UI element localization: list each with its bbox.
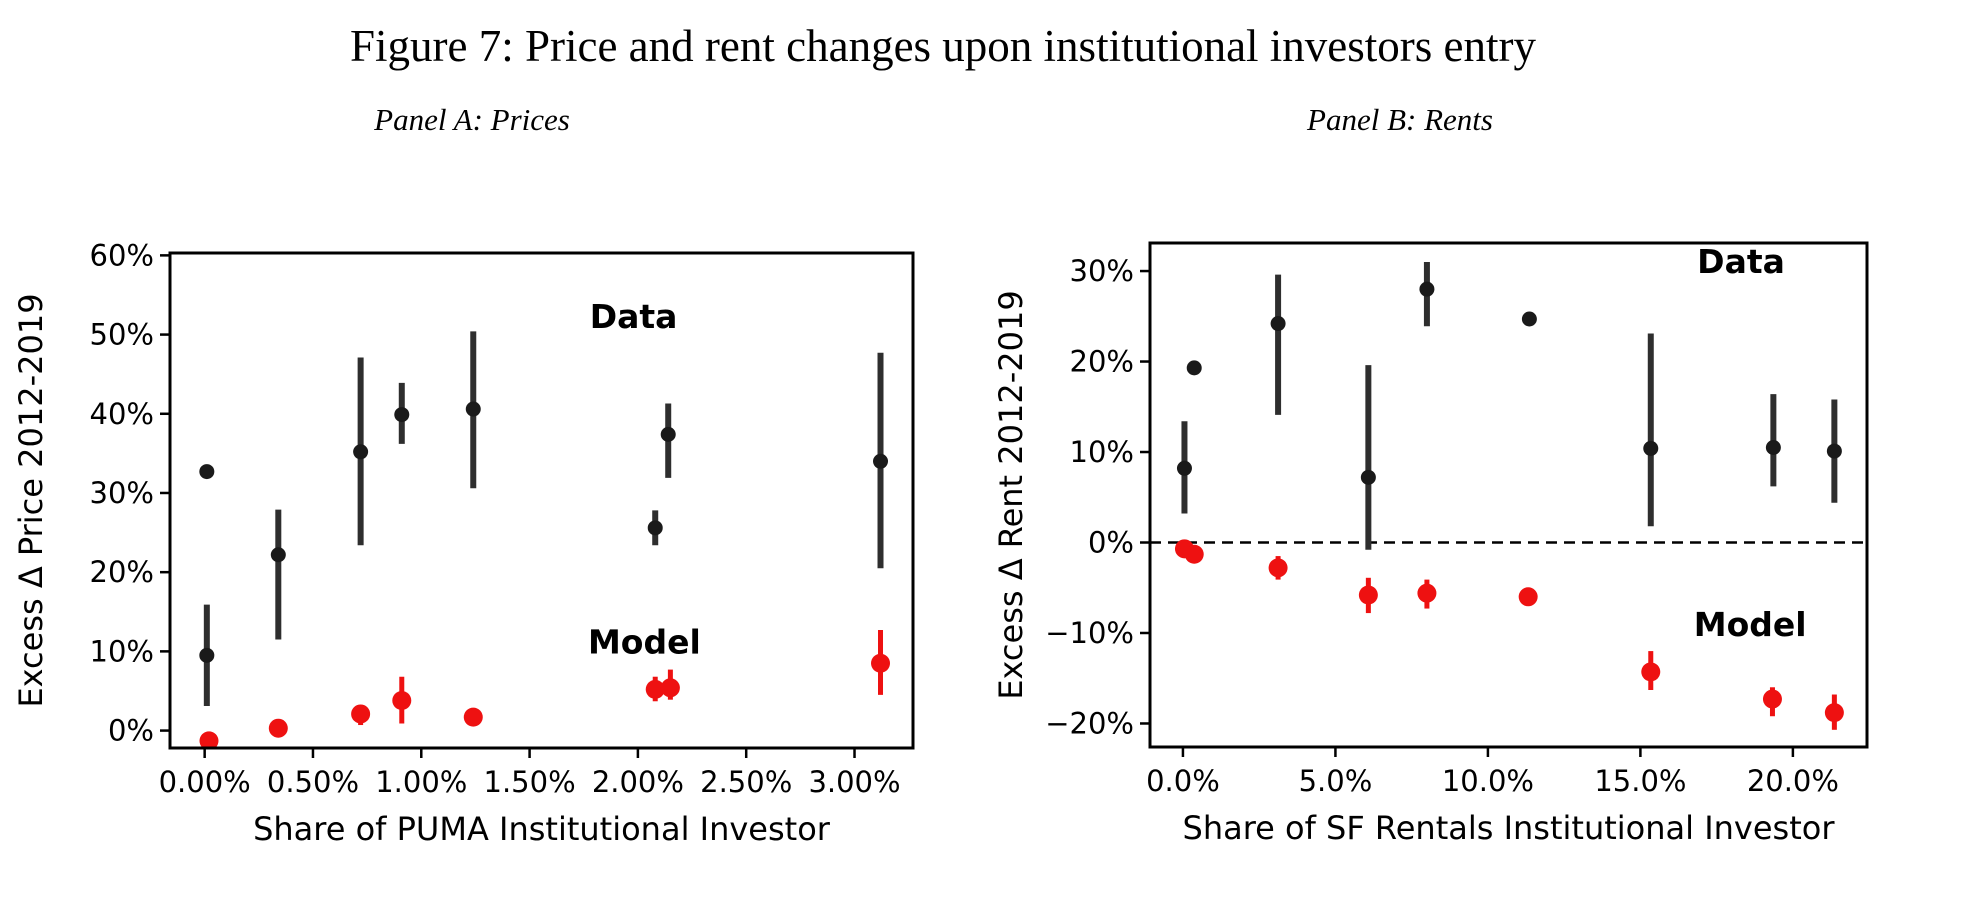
x-axis-label: Share of SF Rentals Institutional Invest… <box>1183 809 1836 847</box>
y-tick-label: 30% <box>1070 254 1134 288</box>
series-label-data: Data <box>590 297 678 336</box>
data-point <box>270 547 286 563</box>
data-point <box>647 520 663 536</box>
x-tick-label: 2.50% <box>700 765 792 799</box>
y-tick-label: 0% <box>1088 526 1134 560</box>
data-point <box>1268 558 1288 578</box>
series-label-model: Model <box>1694 605 1807 644</box>
x-tick-label: 20.0% <box>1747 764 1839 798</box>
x-axis-label: Share of PUMA Institutional Investor <box>253 810 831 848</box>
figure-title: Figure 7: Price and rent changes upon in… <box>349 21 1537 71</box>
y-tick-label: −20% <box>1045 706 1134 740</box>
panel-a-plot: 0.00% 0.50% 1.00% 1.50% 2.00% 2.50% 3.00% 0% 10%… <box>12 238 915 848</box>
data-point <box>1521 311 1537 327</box>
data-point <box>1643 440 1659 456</box>
series-label-model: Model <box>588 623 701 662</box>
series-model <box>1174 539 1844 730</box>
panel-b-plot: 0.0% 5.0% 10.0% 15.0% 20.0% −20% −10% 0% 10% 20% 3… <box>994 241 1869 847</box>
data-point <box>392 690 412 710</box>
data-point <box>1417 583 1437 603</box>
series-data <box>1176 262 1842 550</box>
y-tick-label: 20% <box>1070 345 1134 379</box>
x-tick-label: 0.0% <box>1146 764 1220 798</box>
data-point <box>465 401 481 417</box>
data-point <box>1358 585 1378 605</box>
data-point <box>1518 587 1538 607</box>
data-point <box>1270 316 1286 332</box>
y-tick-label: −10% <box>1045 616 1134 650</box>
data-point <box>873 453 889 469</box>
data-point <box>1176 460 1192 476</box>
axes-spines <box>168 251 915 750</box>
data-point <box>1641 662 1661 682</box>
data-point <box>268 718 288 738</box>
data-point <box>463 707 483 727</box>
data-point <box>199 647 215 663</box>
data-point <box>1824 703 1844 723</box>
y-tick-label: 50% <box>90 318 154 352</box>
data-point <box>1186 360 1202 376</box>
data-point <box>1762 689 1782 709</box>
data-point <box>1765 439 1781 455</box>
x-tick-label: 1.50% <box>484 765 576 799</box>
x-tick-label: 15.0% <box>1594 764 1686 798</box>
x-tick-label: 3.00% <box>808 765 900 799</box>
y-axis: 0% 10% 20% 30% 40% 50% 60% <box>90 238 170 748</box>
y-axis-label: Excess Δ Price 2012-2019 <box>12 293 50 707</box>
y-tick-label: 0% <box>108 714 154 748</box>
y-tick-label: 30% <box>90 476 154 510</box>
data-point <box>351 704 371 724</box>
series-model <box>199 629 891 748</box>
x-tick-label: 10.0% <box>1442 764 1534 798</box>
x-axis: 0.0% 5.0% 10.0% 15.0% 20.0% <box>1146 747 1839 798</box>
y-tick-label: 10% <box>1070 435 1134 469</box>
x-axis: 0.00% 0.50% 1.00% 1.50% 2.00% 2.50% 3.00% <box>159 748 901 799</box>
data-point <box>199 464 215 480</box>
panel-b-title: Panel B: Rents <box>1307 102 1493 137</box>
data-point <box>871 653 891 673</box>
data-point <box>353 444 369 460</box>
x-tick-label: 0.50% <box>267 765 359 799</box>
data-point <box>1826 443 1842 459</box>
x-tick-label: 5.0% <box>1299 764 1373 798</box>
panel-a-title: Panel A: Prices <box>374 102 570 137</box>
x-tick-label: 1.00% <box>375 765 467 799</box>
series-data <box>199 331 889 707</box>
data-point <box>660 426 676 442</box>
y-axis-label: Excess Δ Rent 2012-2019 <box>994 290 1030 699</box>
y-tick-label: 40% <box>90 397 154 431</box>
x-tick-label: 0.00% <box>159 765 251 799</box>
data-point <box>660 678 680 698</box>
data-point <box>1419 281 1435 297</box>
y-axis: −20% −10% 0% 10% 20% 30% <box>1045 254 1150 740</box>
data-point <box>1360 469 1376 485</box>
axes-spines <box>1148 241 1869 749</box>
y-tick-label: 60% <box>90 238 154 272</box>
x-tick-label: 2.00% <box>592 765 684 799</box>
data-point <box>1184 544 1204 564</box>
y-tick-label: 20% <box>90 555 154 589</box>
series-label-data: Data <box>1697 242 1785 281</box>
y-tick-label: 10% <box>90 634 154 668</box>
data-point <box>199 731 219 748</box>
data-point <box>645 679 665 699</box>
data-point <box>394 407 410 423</box>
